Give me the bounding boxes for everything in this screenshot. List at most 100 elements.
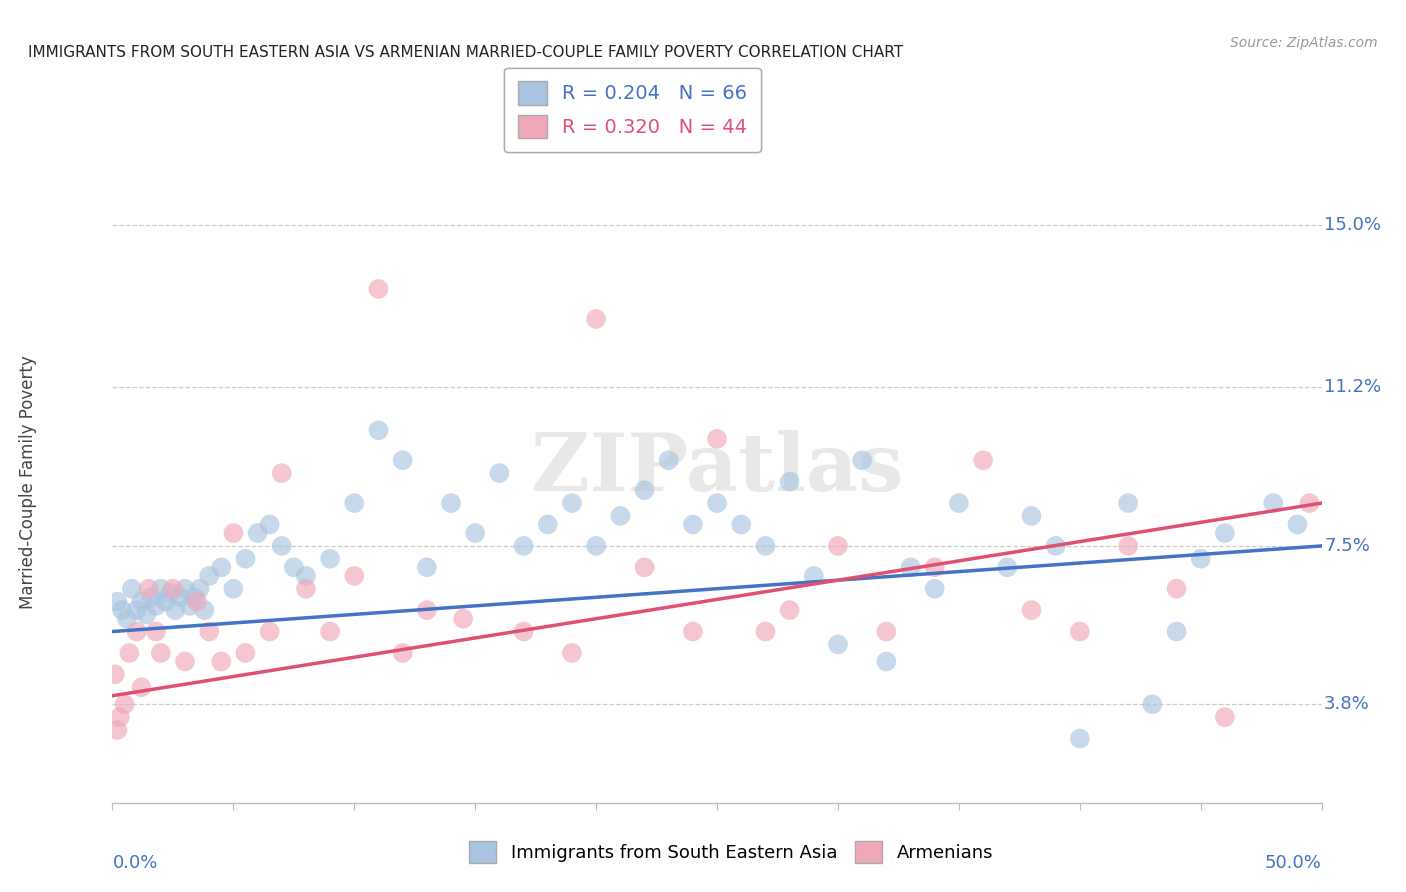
Point	[512, 624, 534, 639]
Point	[658, 453, 681, 467]
Point	[138, 582, 160, 596]
Point	[319, 551, 342, 566]
Point	[1142, 698, 1164, 712]
Point	[451, 612, 474, 626]
Point	[125, 603, 148, 617]
Point	[730, 517, 752, 532]
Point	[1045, 539, 1067, 553]
Text: Source: ZipAtlas.com: Source: ZipAtlas.com	[1230, 36, 1378, 50]
Point	[948, 496, 970, 510]
Point	[209, 655, 232, 669]
Point	[754, 539, 776, 553]
Text: 3.8%: 3.8%	[1324, 696, 1369, 714]
Point	[111, 603, 134, 617]
Point	[131, 680, 153, 694]
Point	[779, 603, 801, 617]
Point	[1069, 624, 1091, 639]
Point	[1116, 539, 1139, 553]
Point	[561, 646, 583, 660]
Point	[416, 560, 439, 574]
Point	[235, 646, 257, 660]
Text: ZIPatlas: ZIPatlas	[531, 430, 903, 508]
Point	[827, 539, 849, 553]
Text: Married-Couple Family Poverty: Married-Couple Family Poverty	[20, 355, 37, 608]
Point	[105, 723, 128, 737]
Text: 0.0%: 0.0%	[112, 855, 157, 872]
Point	[165, 603, 187, 617]
Point	[1021, 508, 1043, 523]
Point	[259, 517, 281, 532]
Point	[1021, 603, 1043, 617]
Point	[104, 667, 127, 681]
Point	[924, 582, 946, 596]
Point	[105, 594, 128, 608]
Point	[118, 646, 141, 660]
Point	[1166, 624, 1188, 639]
Point	[827, 637, 849, 651]
Point	[135, 607, 157, 622]
Text: 50.0%: 50.0%	[1265, 855, 1322, 872]
Point	[1213, 526, 1236, 541]
Point	[972, 453, 994, 467]
Point	[125, 624, 148, 639]
Point	[367, 282, 389, 296]
Point	[141, 591, 163, 605]
Point	[131, 594, 153, 608]
Point	[779, 475, 801, 489]
Point	[222, 582, 245, 596]
Text: 15.0%: 15.0%	[1324, 216, 1381, 234]
Point	[198, 569, 221, 583]
Point	[1116, 496, 1139, 510]
Point	[633, 560, 655, 574]
Point	[174, 582, 197, 596]
Point	[283, 560, 305, 574]
Point	[1069, 731, 1091, 746]
Point	[585, 312, 607, 326]
Point	[145, 599, 167, 613]
Legend: Immigrants from South Eastern Asia, Armenians: Immigrants from South Eastern Asia, Arme…	[458, 830, 1004, 874]
Point	[682, 517, 704, 532]
Point	[159, 586, 181, 600]
Point	[1213, 710, 1236, 724]
Point	[391, 453, 413, 467]
Point	[682, 624, 704, 639]
Point	[875, 655, 897, 669]
Point	[706, 496, 728, 510]
Point	[188, 582, 211, 596]
Legend: R = 0.204   N = 66, R = 0.320   N = 44: R = 0.204 N = 66, R = 0.320 N = 44	[503, 68, 761, 152]
Point	[343, 569, 366, 583]
Point	[222, 526, 245, 541]
Point	[209, 560, 232, 574]
Point	[440, 496, 463, 510]
Point	[1298, 496, 1320, 510]
Point	[155, 594, 177, 608]
Point	[537, 517, 560, 532]
Point	[149, 646, 172, 660]
Point	[246, 526, 269, 541]
Point	[235, 551, 257, 566]
Point	[145, 624, 167, 639]
Point	[875, 624, 897, 639]
Point	[900, 560, 922, 574]
Point	[295, 582, 318, 596]
Point	[121, 582, 143, 596]
Text: 7.5%: 7.5%	[1324, 537, 1369, 555]
Point	[1189, 551, 1212, 566]
Point	[464, 526, 486, 541]
Point	[609, 508, 631, 523]
Point	[115, 612, 138, 626]
Point	[174, 655, 197, 669]
Point	[114, 698, 136, 712]
Point	[162, 582, 184, 596]
Point	[1166, 582, 1188, 596]
Point	[108, 710, 131, 724]
Point	[183, 591, 205, 605]
Point	[633, 483, 655, 498]
Point	[259, 624, 281, 639]
Point	[851, 453, 873, 467]
Point	[270, 466, 292, 480]
Point	[416, 603, 439, 617]
Point	[270, 539, 292, 553]
Point	[367, 423, 389, 437]
Point	[391, 646, 413, 660]
